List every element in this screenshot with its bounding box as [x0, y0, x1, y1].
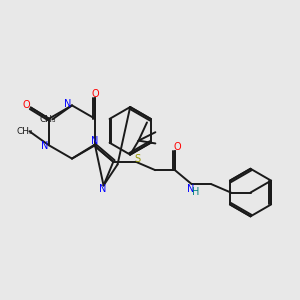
Text: O: O — [173, 142, 181, 152]
Text: O: O — [23, 100, 31, 110]
Text: O: O — [91, 89, 99, 99]
Text: CH₃: CH₃ — [16, 127, 33, 136]
Text: H: H — [192, 187, 200, 197]
Text: N: N — [187, 184, 194, 194]
Text: CH₃: CH₃ — [39, 115, 56, 124]
Text: N: N — [64, 99, 72, 110]
Text: S: S — [135, 154, 141, 164]
Text: N: N — [99, 184, 106, 194]
Text: N: N — [41, 141, 49, 151]
Text: N: N — [91, 136, 98, 146]
